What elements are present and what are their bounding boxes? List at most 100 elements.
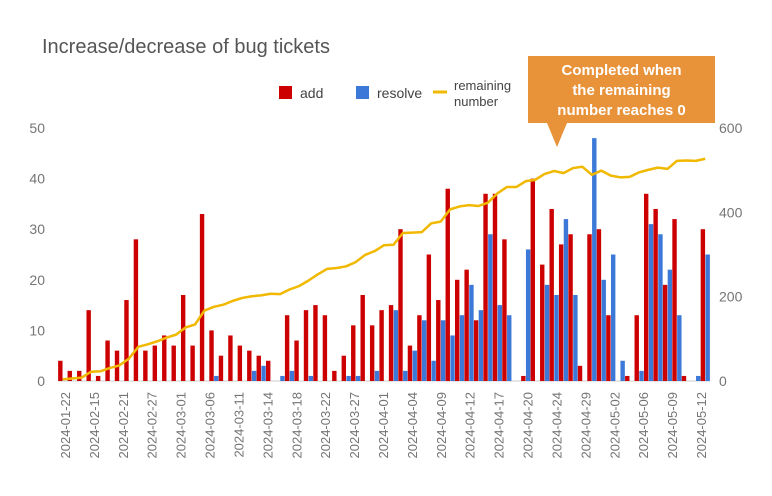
resolve-bar — [440, 320, 446, 381]
add-bar — [492, 193, 498, 381]
x-tick-label: 2024-01-22 — [58, 392, 73, 459]
y-right-tick-label: 600 — [719, 120, 743, 136]
resolve-bar — [355, 375, 361, 381]
x-tick-label: 2024-03-06 — [203, 392, 218, 459]
add-bar — [643, 193, 649, 381]
add-bar — [530, 178, 535, 381]
add-bar — [540, 264, 545, 381]
resolve-bar — [563, 219, 569, 381]
add-bar — [294, 340, 299, 381]
add-bar — [483, 193, 488, 381]
resolve-bar — [497, 305, 502, 381]
x-tick-label: 2024-05-09 — [665, 392, 680, 459]
resolve-bar — [478, 310, 484, 381]
x-tick-label: 2024-03-27 — [347, 392, 362, 459]
add-bar — [58, 360, 63, 381]
resolve-bar — [601, 279, 606, 381]
add-bar — [313, 305, 318, 381]
resolve-bar — [658, 234, 663, 381]
resolve-bar — [592, 138, 597, 381]
resolve-bar — [346, 375, 351, 381]
legend-remaining-label-line1: remaining — [454, 78, 511, 93]
resolve-bar — [450, 335, 455, 381]
resolve-bar — [261, 365, 266, 381]
add-bar — [625, 375, 630, 381]
y-axis-left: 0 10 20 30 40 50 — [29, 120, 45, 389]
legend-remaining-label-line2: number — [454, 94, 499, 109]
add-bar — [634, 315, 639, 381]
resolve-bar — [705, 254, 710, 381]
resolve-bar — [620, 360, 625, 381]
resolve-bar — [403, 370, 408, 381]
resolve-bar — [639, 370, 644, 381]
y-right-tick-label: 0 — [719, 373, 727, 389]
x-tick-label: 2024-05-02 — [607, 392, 622, 459]
add-bar — [521, 375, 526, 381]
add-bar — [209, 330, 214, 381]
add-bar — [568, 234, 573, 381]
add-bar — [284, 315, 290, 381]
add-bar — [445, 188, 450, 381]
x-tick-label: 2024-02-15 — [87, 392, 102, 459]
add-bar — [256, 355, 261, 381]
y-axis-right: 0 200 400 600 — [719, 120, 743, 389]
x-tick-label: 2024-03-14 — [260, 392, 275, 459]
add-bar — [606, 315, 611, 381]
legend-add-label: add — [300, 85, 323, 101]
x-tick-label: 2024-03-18 — [289, 392, 304, 459]
add-bar — [464, 269, 469, 381]
bar-series — [58, 138, 710, 381]
annotation-line-3: number reaches 0 — [557, 102, 686, 119]
add-bar — [473, 320, 479, 381]
add-bar — [218, 355, 224, 381]
y-left-tick-label: 50 — [29, 120, 45, 136]
annotation-callout: Completed when the remaining number reac… — [528, 56, 715, 123]
resolve-bar — [280, 375, 285, 381]
add-bar — [152, 345, 158, 381]
resolve-bar — [610, 254, 616, 381]
add-bar — [77, 370, 82, 381]
x-tick-label: 2024-04-29 — [578, 392, 593, 459]
y-right-tick-label: 200 — [719, 289, 743, 305]
add-bar — [171, 345, 176, 381]
add-bar — [502, 239, 507, 381]
resolve-bar — [393, 310, 399, 381]
y-left-tick-label: 40 — [29, 171, 45, 187]
y-right-tick-label: 400 — [719, 204, 743, 220]
add-bar — [237, 345, 243, 381]
legend: add resolve remaining number — [279, 78, 511, 109]
resolve-bar — [469, 284, 474, 381]
add-bar — [700, 229, 706, 381]
add-bar — [454, 279, 460, 381]
remaining-line — [62, 157, 706, 381]
add-bar — [369, 325, 375, 381]
resolve-bar — [214, 375, 219, 381]
chart-title: Increase/decrease of bug tickets — [42, 36, 330, 58]
resolve-bar — [488, 234, 493, 381]
resolve-bar — [289, 370, 295, 381]
add-bar — [549, 208, 554, 381]
add-bar — [95, 375, 101, 381]
resolve-bar — [696, 375, 701, 381]
add-bar — [398, 229, 403, 381]
add-bar — [67, 370, 72, 381]
x-tick-label: 2024-04-01 — [376, 392, 391, 459]
resolve-bar — [573, 294, 578, 381]
x-tick-label: 2024-04-24 — [549, 392, 564, 459]
add-bar — [143, 350, 148, 381]
add-bar — [303, 310, 309, 381]
annotation-callout-pointer — [547, 123, 567, 147]
add-bar — [558, 244, 564, 381]
x-tick-label: 2024-03-11 — [231, 392, 246, 458]
x-tick-label: 2024-03-01 — [174, 392, 189, 459]
add-bar — [105, 340, 110, 381]
resolve-bar — [554, 294, 559, 381]
resolve-bar — [251, 370, 257, 381]
add-bar — [662, 284, 668, 381]
add-bar — [341, 355, 347, 381]
add-bar — [228, 335, 233, 381]
add-bar — [360, 294, 365, 381]
add-bar — [322, 315, 328, 381]
add-bar — [124, 300, 129, 381]
x-tick-label: 2024-02-21 — [116, 392, 131, 459]
